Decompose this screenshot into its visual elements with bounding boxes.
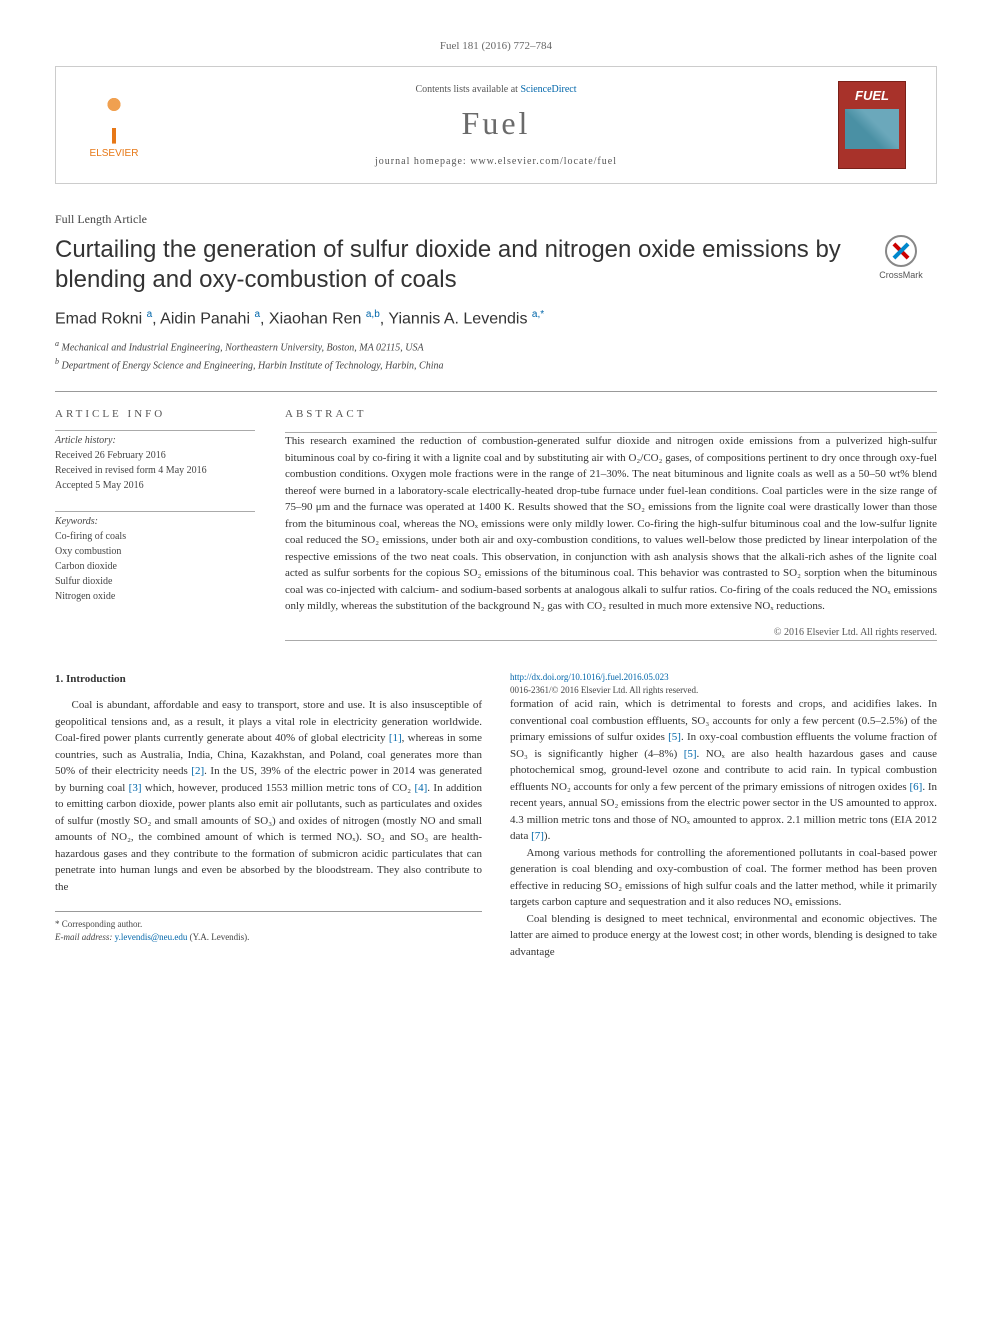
keyword-line: Sulfur dioxide: [55, 574, 255, 589]
abstract-column: ABSTRACT This research examined the redu…: [285, 406, 937, 641]
journal-cover-icon: FUEL: [838, 81, 906, 169]
intro-para-2: formation of acid rain, which is detrime…: [510, 696, 937, 845]
email-label: E-mail address:: [55, 932, 115, 942]
history-line: Accepted 5 May 2016: [55, 478, 255, 493]
crossmark-badge-block[interactable]: CrossMark: [865, 235, 937, 280]
history-label: Article history:: [55, 433, 255, 448]
abstract-heading: ABSTRACT: [285, 406, 937, 423]
p1-post: . In addition to emitting carbon dioxide…: [55, 782, 482, 893]
section-number: 1.: [55, 673, 63, 685]
contents-available-line: Contents lists available at ScienceDirec…: [154, 84, 838, 95]
homepage-label: journal homepage:: [375, 156, 470, 167]
ref-link-7[interactable]: [7]: [531, 830, 544, 842]
p2-post: ).: [544, 830, 550, 842]
cover-image-placeholder: [845, 109, 899, 149]
intro-para-4: Coal blending is designed to meet techni…: [510, 911, 937, 961]
history-lines: Received 26 February 2016Received in rev…: [55, 448, 255, 493]
article-info-heading: ARTICLE INFO: [55, 406, 255, 423]
info-rule: [55, 430, 255, 431]
elsevier-tree-icon: [88, 92, 140, 144]
authors-line: Emad Rokni a, Aidin Panahi a, Xiaohan Re…: [55, 309, 937, 328]
issn-copyright: 0016-2361/© 2016 Elsevier Ltd. All right…: [510, 685, 698, 695]
journal-center: Contents lists available at ScienceDirec…: [154, 84, 838, 167]
article-type: Full Length Article: [55, 212, 937, 227]
ref-link-5a[interactable]: [5]: [668, 731, 681, 743]
journal-cover-block: FUEL: [838, 81, 918, 169]
page-citation: Fuel 181 (2016) 772–784: [55, 40, 937, 52]
body-columns: 1. Introduction Coal is abundant, afford…: [55, 671, 937, 960]
homepage-url[interactable]: www.elsevier.com/locate/fuel: [470, 156, 617, 167]
journal-header-box: ELSEVIER Contents lists available at Sci…: [55, 66, 937, 184]
article-info-column: ARTICLE INFO Article history: Received 2…: [55, 406, 255, 641]
corresponding-author-footnote: * Corresponding author. E-mail address: …: [55, 911, 482, 943]
divider-rule: [55, 391, 937, 392]
intro-para-1: Coal is abundant, affordable and easy to…: [55, 697, 482, 895]
doi-link[interactable]: http://dx.doi.org/10.1016/j.fuel.2016.05…: [510, 672, 669, 682]
publisher-name: ELSEVIER: [74, 148, 154, 159]
affiliation-line: a Mechanical and Industrial Engineering,…: [55, 338, 937, 355]
keywords-label: Keywords:: [55, 514, 255, 529]
abstract-copyright: © 2016 Elsevier Ltd. All rights reserved…: [285, 625, 937, 640]
section-heading: 1. Introduction: [55, 671, 482, 688]
article-title: Curtailing the generation of sulfur diox…: [55, 235, 849, 295]
keywords-rule: [55, 511, 255, 512]
keyword-line: Carbon dioxide: [55, 559, 255, 574]
affiliation-line: b Department of Energy Science and Engin…: [55, 356, 937, 373]
doi-block: http://dx.doi.org/10.1016/j.fuel.2016.05…: [510, 671, 937, 696]
journal-homepage-line: journal homepage: www.elsevier.com/locat…: [154, 156, 838, 167]
intro-para-3: Among various methods for controlling th…: [510, 845, 937, 911]
ref-link-2[interactable]: [2]: [191, 765, 204, 777]
crossmark-label: CrossMark: [879, 270, 923, 280]
ref-link-1[interactable]: [1]: [389, 732, 402, 744]
ref-link-4[interactable]: [4]: [414, 782, 427, 794]
keyword-line: Oxy combustion: [55, 544, 255, 559]
journal-title: Fuel: [154, 105, 838, 142]
p1-m3: which, however, produced 1553 million me…: [142, 782, 415, 794]
publisher-logo-block: ELSEVIER: [74, 92, 154, 159]
crossmark-icon: [885, 235, 917, 267]
corr-email-link[interactable]: y.levendis@neu.edu: [115, 932, 188, 942]
keyword-line: Nitrogen oxide: [55, 589, 255, 604]
corr-author-label: * Corresponding author.: [55, 918, 482, 931]
email-author: (Y.A. Levendis).: [190, 932, 250, 942]
ref-link-3[interactable]: [3]: [129, 782, 142, 794]
cover-title: FUEL: [855, 88, 889, 103]
ref-link-5b[interactable]: [5]: [684, 748, 697, 760]
affiliations-block: a Mechanical and Industrial Engineering,…: [55, 338, 937, 373]
abstract-bottom-rule: [285, 640, 937, 641]
ref-link-6[interactable]: [6]: [909, 781, 922, 793]
sciencedirect-link[interactable]: ScienceDirect: [520, 84, 576, 95]
keywords-lines: Co-firing of coalsOxy combustionCarbon d…: [55, 529, 255, 604]
contents-available-text: Contents lists available at: [415, 84, 520, 95]
abstract-text: This research examined the reduction of …: [285, 433, 937, 615]
section-title: Introduction: [66, 673, 126, 685]
history-line: Received in revised form 4 May 2016: [55, 463, 255, 478]
keyword-line: Co-firing of coals: [55, 529, 255, 544]
history-line: Received 26 February 2016: [55, 448, 255, 463]
